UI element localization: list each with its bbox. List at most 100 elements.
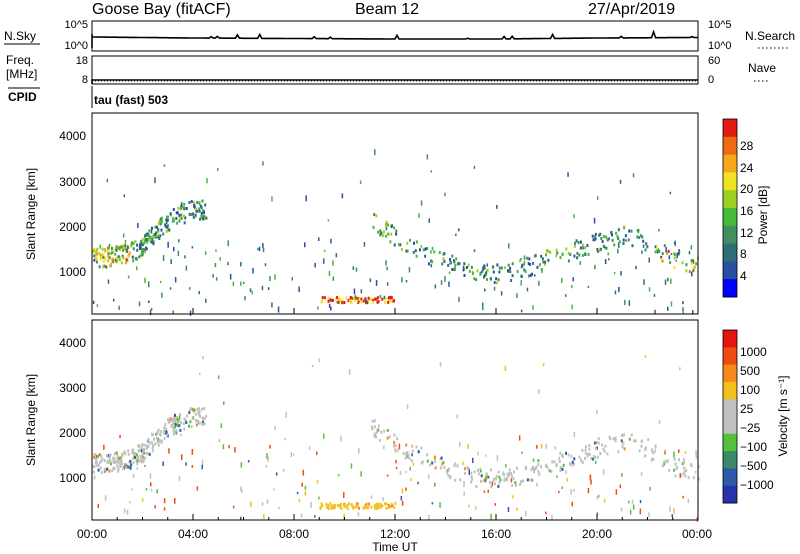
power-mark [96, 257, 99, 261]
power-mark [581, 253, 584, 257]
velocity-mark [695, 453, 698, 459]
velocity-mark [477, 452, 479, 456]
velocity-mark [467, 443, 469, 449]
power-mark [147, 232, 150, 236]
power-mark [107, 246, 110, 250]
power-mark [463, 274, 466, 277]
power-mark [385, 220, 388, 224]
power-mark [646, 245, 649, 249]
power-mark [132, 247, 135, 251]
velocity-mark [572, 463, 575, 466]
velocity-mark [163, 431, 166, 435]
x-axis-label: Time UT [372, 540, 418, 554]
velocity-mark [357, 512, 360, 517]
velocity-mark [96, 461, 98, 465]
velocity-colorbar-swatch [723, 468, 737, 487]
power-mark [336, 301, 338, 304]
power-mark [196, 201, 199, 204]
power-mark [575, 239, 578, 243]
velocity-mark [494, 503, 496, 506]
velocity-mark [399, 470, 402, 475]
power-mark [692, 269, 695, 273]
power-mark [345, 296, 348, 300]
velocity-mark [100, 471, 103, 475]
power-mark [330, 238, 332, 244]
power-mark [433, 250, 436, 254]
power-mark [467, 263, 470, 267]
power-mark [144, 250, 146, 254]
power-mark [532, 305, 534, 310]
velocity-mark [484, 479, 487, 483]
velocity-mark [573, 432, 576, 438]
velocity-mark [485, 477, 488, 481]
power-mark [444, 276, 446, 282]
power-mark [637, 230, 640, 234]
velocity-mark [143, 451, 146, 455]
power-mark [519, 259, 521, 263]
velocity-mark [151, 444, 154, 448]
velocity-mark [658, 419, 661, 424]
velocity-mark [308, 446, 311, 450]
velocity-mark [410, 478, 412, 482]
power-mark [504, 266, 506, 270]
velocity-mark [377, 428, 380, 432]
power-mark [162, 255, 165, 262]
power-mark [614, 290, 617, 295]
power-mark [217, 168, 219, 172]
power-mark [624, 234, 627, 238]
velocity-mark [129, 501, 131, 504]
power-mark [495, 281, 498, 285]
power-mark [190, 212, 193, 216]
velocity-mark [608, 435, 611, 439]
power-mark [520, 280, 522, 286]
velocity-mark [406, 404, 409, 410]
velocity-mark [126, 464, 129, 468]
velocity-mark [136, 459, 139, 463]
power-mark [323, 296, 326, 300]
velocity-mark [163, 498, 166, 504]
power-mark [603, 246, 606, 249]
velocity-mark [173, 430, 176, 433]
power-mark [274, 274, 276, 280]
velocity-mark [136, 457, 139, 460]
velocity-mark [395, 466, 398, 470]
velocity-mark [581, 460, 584, 464]
power-mark [676, 252, 678, 259]
power-mark [624, 299, 626, 305]
velocity-mark [448, 467, 450, 471]
velocity-mark [302, 469, 305, 476]
velocity-mark [167, 420, 170, 424]
power-mark [660, 255, 663, 259]
velocity-mark [183, 427, 186, 431]
power-mark [660, 257, 663, 261]
x-tick-1200: 12:00 [380, 527, 410, 541]
velocity-mark [160, 439, 163, 443]
power-mark [641, 250, 643, 254]
power-mark [422, 248, 425, 252]
x-axis-ticks [91, 308, 699, 520]
velocity-mark [176, 416, 179, 419]
velocity-mark [644, 447, 647, 451]
velocity-mark [401, 500, 404, 506]
velocity-mark [640, 440, 643, 444]
velocity-mark [538, 388, 540, 394]
power-mark [202, 217, 204, 221]
power-mark [545, 253, 547, 257]
velocity-mark [558, 456, 561, 461]
power-mark [215, 249, 217, 252]
velocity-mark [648, 512, 650, 518]
power-mark [151, 226, 153, 230]
freq-panel-frame [91, 55, 699, 85]
power-mark [656, 246, 658, 250]
power-mark [370, 297, 373, 301]
power-mark [434, 284, 437, 289]
power-mark [622, 238, 625, 242]
velocity-mark [156, 430, 159, 434]
velocity-mark [599, 452, 602, 456]
velocity-mark [426, 459, 429, 463]
power-mark [544, 260, 547, 264]
velocity-mark [398, 443, 401, 450]
velocity-mark [148, 452, 151, 456]
velocity-mark [371, 427, 374, 431]
velocity-mark [124, 452, 127, 456]
